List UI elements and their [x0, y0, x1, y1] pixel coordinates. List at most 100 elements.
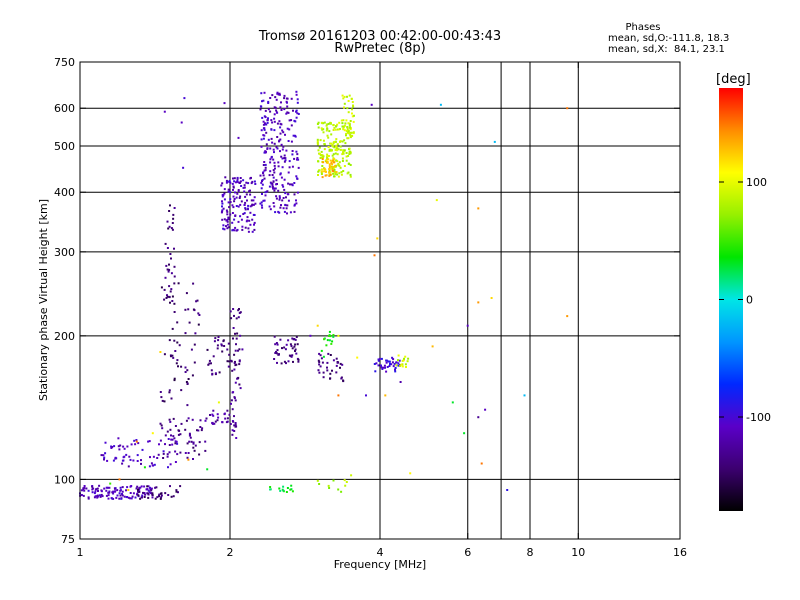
echo-point	[330, 342, 333, 345]
echo-point	[295, 116, 298, 119]
echo-point	[336, 361, 339, 364]
echo-point	[175, 490, 178, 493]
echo-point	[218, 371, 221, 374]
chart-subtitle: RwPretec (8p)	[334, 41, 426, 56]
echo-point	[466, 324, 469, 327]
echo-point	[320, 127, 323, 130]
echo-point	[170, 438, 173, 441]
echo-point	[316, 143, 319, 146]
echo-point	[243, 190, 246, 193]
echo-point	[325, 344, 328, 347]
echo-point	[232, 420, 235, 423]
echo-point	[180, 365, 183, 368]
echo-point	[176, 453, 179, 456]
echo-point	[173, 275, 176, 278]
echo-point	[323, 148, 326, 151]
echo-point	[103, 458, 105, 461]
echo-point	[195, 300, 198, 303]
y-tick-label: 200	[54, 330, 75, 343]
echo-point	[394, 370, 397, 373]
echo-point	[165, 297, 168, 299]
echo-point	[333, 168, 336, 171]
echo-point	[261, 179, 264, 181]
echo-point	[284, 203, 287, 206]
echo-point	[282, 185, 285, 188]
echo-point	[343, 129, 346, 132]
echo-point	[278, 487, 281, 490]
echo-point	[348, 94, 351, 97]
echo-point	[221, 210, 223, 213]
echo-point	[345, 132, 348, 135]
echo-point	[296, 158, 298, 161]
echo-point	[192, 282, 195, 285]
echo-point	[133, 439, 136, 442]
echo-point	[322, 128, 325, 131]
echo-point	[272, 176, 275, 179]
echo-point	[220, 343, 223, 346]
echo-point	[87, 489, 90, 492]
echo-point	[275, 98, 278, 101]
echo-point	[288, 354, 291, 357]
echo-point	[290, 345, 293, 347]
echo-point	[241, 225, 244, 228]
echo-point	[172, 417, 175, 420]
echo-point	[201, 427, 204, 430]
echo-point	[233, 353, 236, 356]
echo-point	[226, 220, 229, 223]
echo-point	[523, 394, 526, 397]
echo-point	[151, 496, 154, 499]
echo-point	[397, 362, 400, 365]
echo-point	[288, 160, 291, 163]
echo-point	[262, 164, 265, 166]
echo-point	[227, 188, 230, 191]
echo-point	[406, 360, 409, 363]
echo-point	[161, 427, 164, 430]
echo-point	[221, 182, 224, 185]
echo-point	[229, 423, 232, 425]
echo-point	[297, 166, 300, 169]
echo-point	[295, 90, 298, 93]
echo-point	[226, 210, 229, 213]
echo-point	[329, 171, 332, 174]
echo-point	[192, 441, 195, 444]
echo-point	[269, 170, 272, 173]
echo-point	[339, 148, 342, 151]
echo-points	[79, 90, 569, 500]
echo-point	[283, 97, 286, 100]
echo-point	[345, 152, 348, 154]
echo-point	[282, 131, 285, 134]
echo-point	[235, 337, 238, 340]
echo-point	[377, 359, 380, 362]
echo-point	[346, 126, 349, 128]
echo-point	[285, 207, 288, 210]
echo-point	[347, 162, 350, 165]
echo-point	[244, 226, 247, 229]
echo-point	[136, 460, 139, 462]
echo-point	[147, 496, 150, 499]
echo-point	[168, 263, 170, 266]
echo-point	[234, 181, 237, 184]
echo-point	[401, 363, 404, 366]
echo-point	[260, 145, 263, 148]
echo-point	[330, 162, 333, 164]
echo-point	[351, 115, 354, 118]
echo-point	[187, 458, 190, 461]
echo-point	[273, 358, 276, 360]
echo-point	[275, 179, 278, 182]
echo-point	[280, 176, 283, 179]
echo-point	[334, 164, 337, 167]
echo-point	[169, 253, 172, 255]
echo-point	[112, 490, 115, 493]
echo-point	[276, 349, 279, 352]
echo-point	[100, 454, 103, 457]
echo-point	[179, 433, 182, 436]
echo-point	[236, 332, 239, 335]
echo-point	[184, 371, 187, 373]
echo-point	[395, 361, 398, 364]
echo-point	[280, 143, 283, 146]
echo-point	[119, 494, 122, 497]
echo-point	[225, 209, 228, 212]
echo-point	[251, 230, 254, 233]
echo-point	[82, 488, 85, 491]
echo-point	[269, 97, 272, 99]
